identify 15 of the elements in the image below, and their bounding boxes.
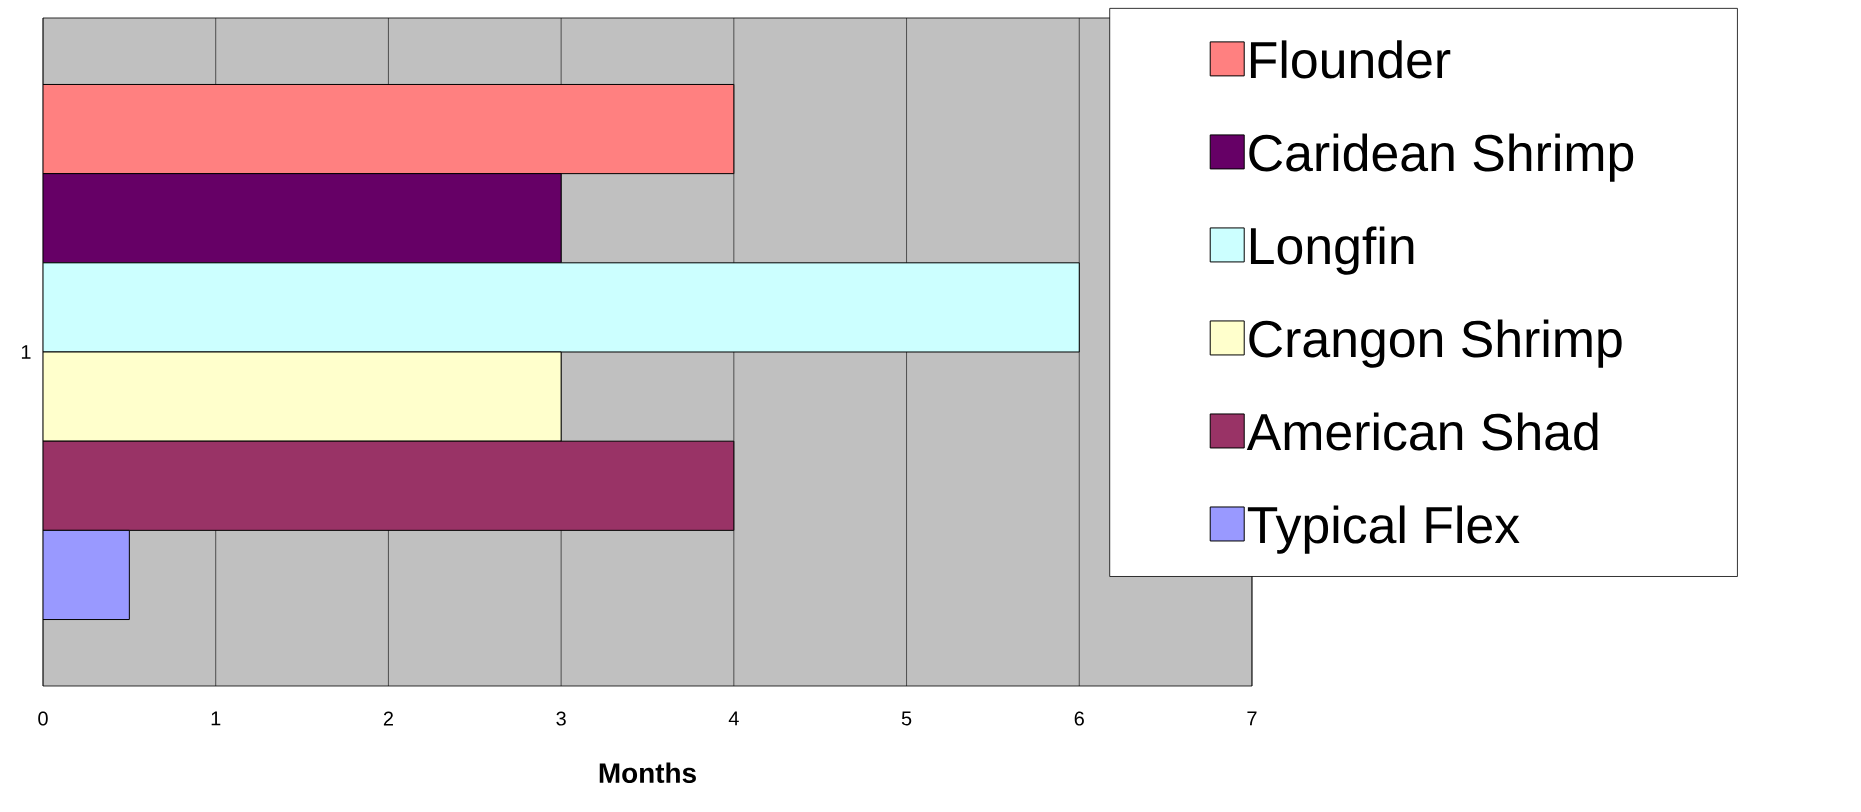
x-tick-label: 2 <box>383 711 393 726</box>
x-tick-label: 6 <box>1074 711 1084 726</box>
legend-label: Typical Flex <box>1247 505 1520 554</box>
x-tick-label: 5 <box>901 711 912 726</box>
legend-label: American Shad <box>1246 412 1598 451</box>
x-tick-label: 7 <box>1247 711 1257 726</box>
legend-label: Caridean Shrimp <box>1249 133 1634 182</box>
x-tick-label: 3 <box>556 711 566 726</box>
legend-label: Crangon Shrimp <box>1249 319 1622 368</box>
x-axis-title: Months <box>599 762 696 783</box>
x-tick-label: 4 <box>728 711 739 726</box>
x-tick-label: 0 <box>38 711 48 726</box>
legend-label: Longfin <box>1250 226 1414 275</box>
x-tick-label: 1 <box>211 711 221 726</box>
legend-label: Flounder <box>1250 40 1451 79</box>
